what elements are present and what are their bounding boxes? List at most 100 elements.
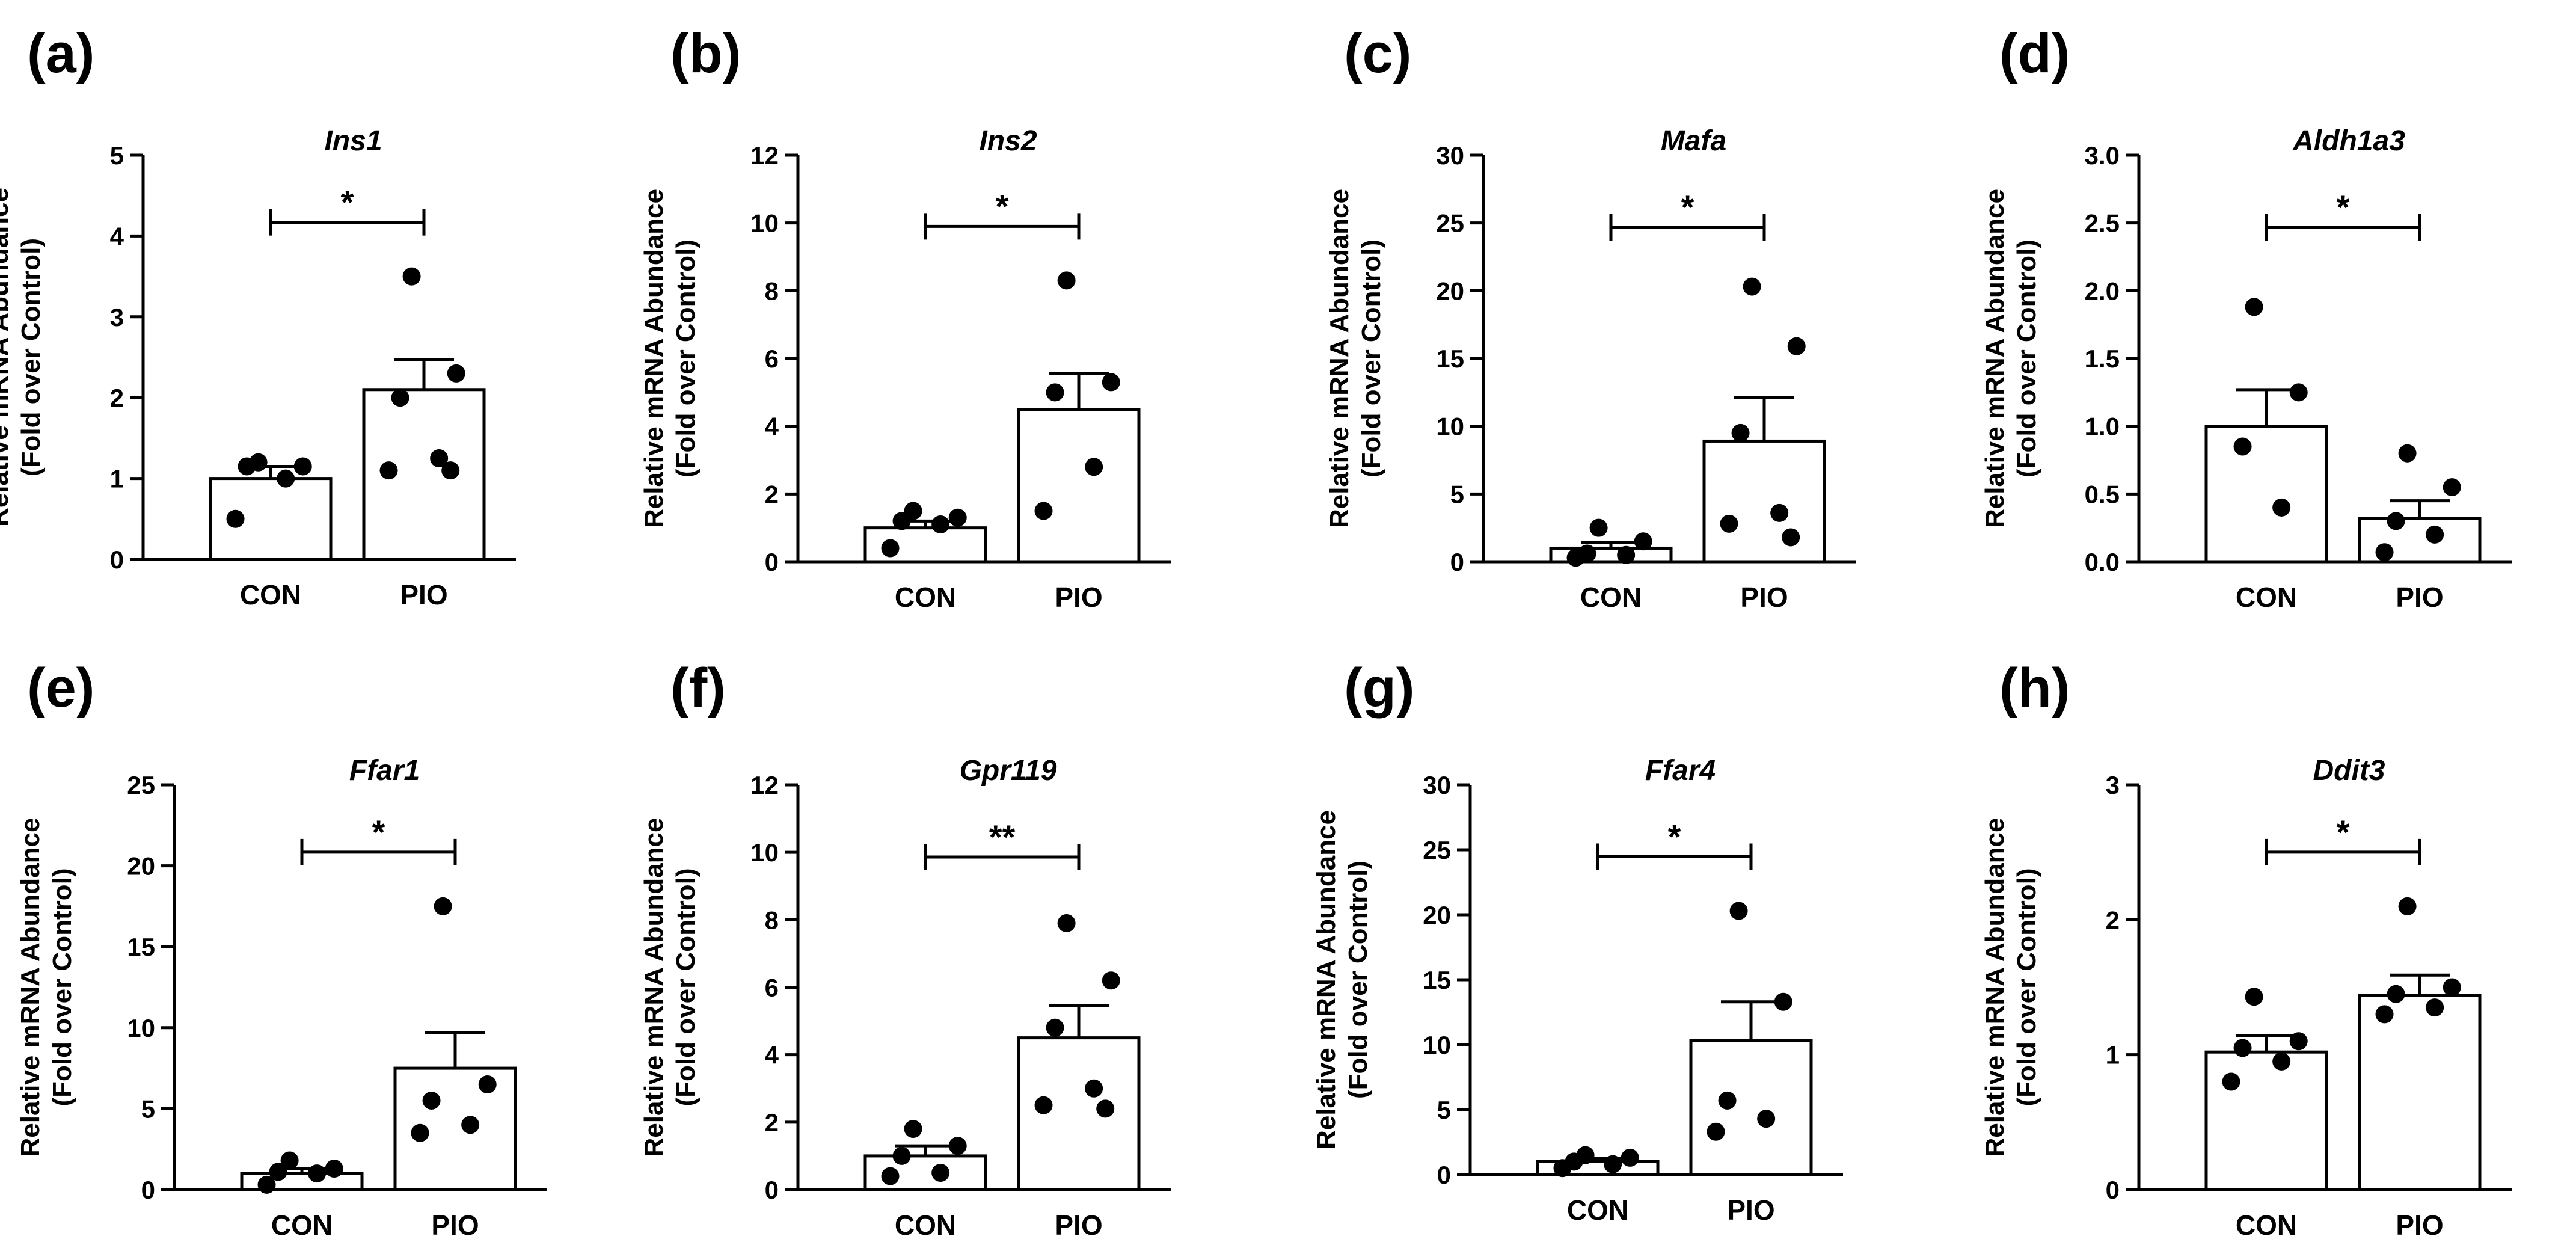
panel-b: (b) Ins2 Relative mRNA Abundance (Fold over… [639,23,1171,613]
data-point [2387,985,2405,1003]
gene-title: Ins1 [324,125,382,157]
gene-title: Ins2 [979,125,1037,157]
y-tick-label: 12 [750,141,779,170]
y-tick-label: 0.0 [2085,548,2120,576]
x-category-label: CON [240,579,301,610]
panel-g: (g) Ffar4 Relative mRNA Abundance (Fold ove… [1311,657,1843,1226]
bar-pio [1702,439,1826,564]
data-point [447,364,465,383]
data-point [1617,545,1636,564]
data-point [461,1116,480,1134]
y-tick-label: 25 [1436,209,1464,238]
y-tick-label: 6 [765,345,779,373]
y-axis-label: Relative mRNA Abundance [16,818,45,1157]
y-tick-label: 5 [141,1095,155,1123]
data-point [1102,971,1120,990]
data-point [1621,1148,1639,1167]
data-point [2289,1032,2308,1051]
y-tick-label: 15 [1423,966,1451,994]
data-point [441,461,460,480]
panel-letter: (e) [27,657,94,719]
y-tick-label: 10 [750,838,779,867]
data-point [2387,512,2405,530]
significance-marker: * [996,187,1009,225]
y-axis-label: (Fold over Control) [48,868,77,1107]
data-point [948,1137,967,1155]
data-point [1757,1110,1776,1128]
data-point [257,1175,276,1194]
data-point [881,539,900,558]
y-tick-label: 25 [1423,836,1451,864]
data-point [2245,988,2263,1006]
data-point [293,457,312,476]
y-axis-label: (Fold over Control) [16,238,46,476]
panel-a: (a) Ins1 Relative mRNA Abundance (Fold over… [0,23,516,610]
y-axis-label: (Fold over Control) [1343,861,1373,1099]
panel-letter: (a) [27,23,94,84]
data-point [434,897,452,915]
data-point [226,509,245,528]
data-point [411,1123,429,1142]
data-point [1057,914,1076,932]
data-point [892,1146,911,1165]
data-point [2375,1005,2394,1024]
y-tick-label: 0 [765,1176,779,1204]
x-category-label: PIO [431,1209,479,1241]
y-tick-label: 12 [750,771,779,799]
data-point [269,1163,287,1181]
data-point [238,457,256,476]
y-tick-label: 25 [127,771,155,799]
data-point [308,1164,327,1183]
data-point [2272,1052,2291,1071]
data-point [2443,978,2461,997]
y-tick-label: 0 [1437,1161,1451,1189]
panel-letter: (f) [670,657,726,719]
gene-title: Mafa [1661,125,1726,157]
x-category-label: CON [2236,582,2297,613]
data-point [1589,518,1608,537]
data-point [1634,532,1652,551]
y-tick-label: 1 [110,465,124,493]
data-point [1096,1099,1115,1118]
y-tick-label: 8 [765,277,779,305]
y-tick-label: 1.5 [2085,345,2120,373]
data-point [1720,514,1738,533]
bar-pio [2358,517,2482,564]
y-tick-label: 3 [2106,771,2120,799]
x-category-label: PIO [2396,582,2443,613]
y-tick-label: 0 [1450,548,1464,576]
y-tick-label: 4 [110,222,124,250]
data-point [280,1151,299,1170]
y-axis-label: (Fold over Control) [2012,239,2041,478]
data-point [1057,271,1076,290]
panel-h: (h) Ddit3 Relative mRNA Abundance (Fold ove… [1980,657,2512,1241]
data-point [1046,1018,1064,1037]
data-point [379,461,398,480]
data-point [1743,277,1761,296]
y-tick-label: 10 [1436,413,1464,441]
data-point [2398,444,2417,463]
panel-c: (c) Mafa Relative mRNA Abundance (Fold over… [1325,23,1856,613]
panel-letter: (d) [1999,23,2070,84]
y-axis-label: Relative mRNA Abundance [1980,818,2010,1157]
y-tick-label: 6 [765,974,779,1002]
significance-marker: * [2337,188,2350,226]
y-tick-label: 4 [765,1041,779,1069]
data-point [931,1163,950,1182]
y-tick-label: 2 [765,480,779,508]
y-axis-label: Relative mRNA Abundance [639,818,669,1157]
y-axis-label: Relative mRNA Abundance [1311,810,1341,1149]
gene-title: Ffar1 [349,755,420,787]
y-tick-label: 20 [1436,277,1464,305]
panel-f: (f) Gpr119 Relative mRNA Abundance (Fold ov… [639,657,1171,1241]
panel-letter: (b) [670,23,741,84]
data-point [1553,1159,1572,1178]
panel-e: (e) Ffar1 Relative mRNA Abundance (Fold ove… [16,657,547,1241]
x-category-label: CON [1567,1194,1628,1226]
data-point [277,469,295,488]
data-point [1782,528,1800,547]
y-tick-label: 2 [2106,906,2120,934]
bar-pio [2358,994,2482,1191]
bar-pio [1689,1039,1813,1176]
bar-con [2204,1050,2328,1191]
